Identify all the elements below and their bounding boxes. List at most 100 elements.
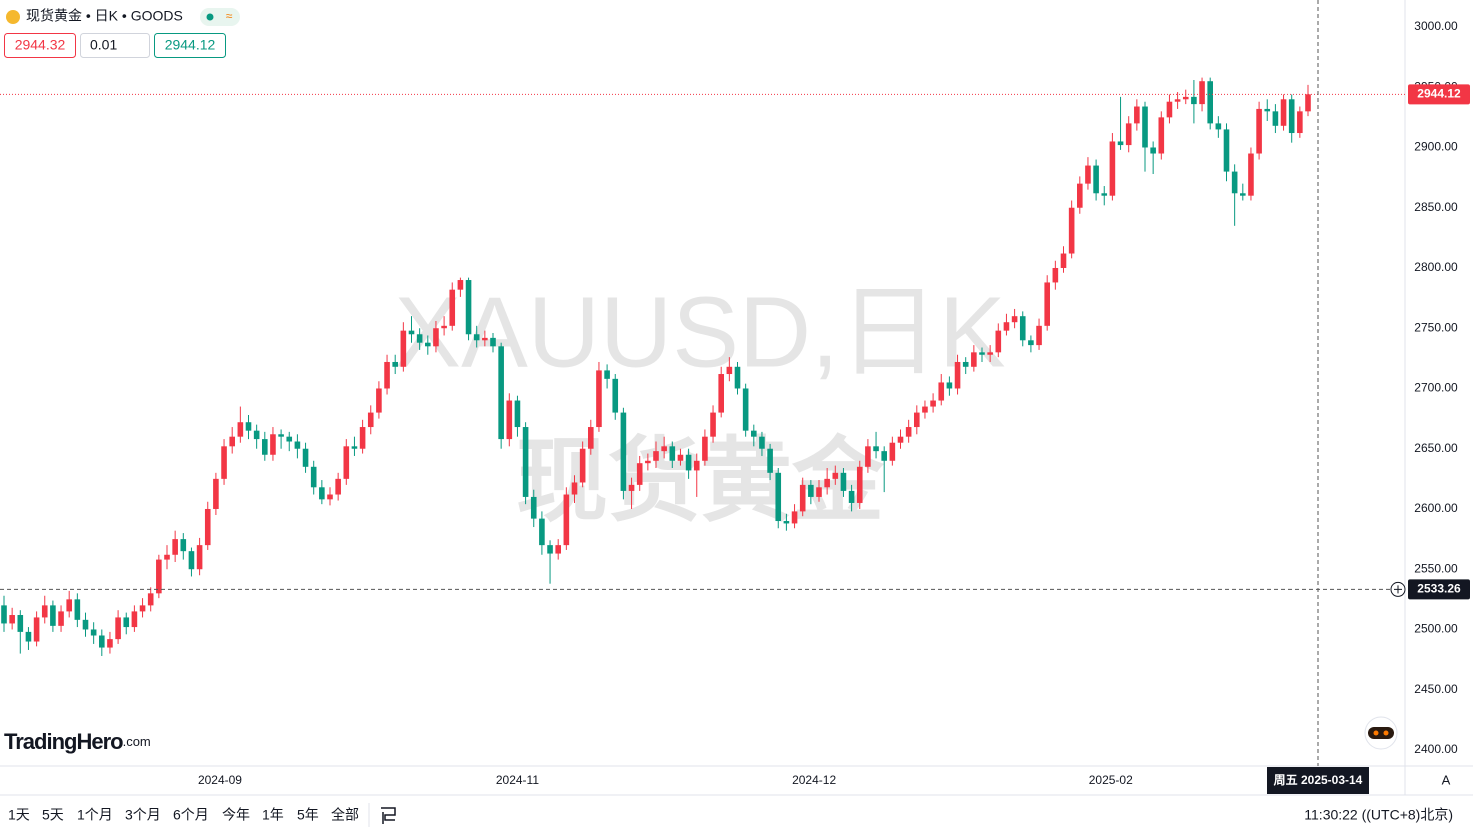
y-tick-label: 2800.00 — [1414, 260, 1458, 274]
y-tick-label: 2450.00 — [1414, 682, 1458, 696]
candle-body — [1199, 81, 1205, 105]
candle-body — [1240, 193, 1246, 196]
watermark: XAUUSD,日K — [394, 276, 1005, 388]
crosshair-add-icon — [1394, 585, 1402, 594]
candle-body — [661, 446, 667, 452]
candle-body — [1028, 340, 1034, 346]
candle-body — [856, 466, 863, 503]
candle-body — [384, 361, 390, 389]
candle-body — [954, 361, 961, 389]
candle-body — [482, 337, 488, 341]
range-button[interactable]: 今年 — [222, 807, 250, 823]
candle-body — [620, 412, 627, 491]
candle-body — [1134, 106, 1140, 124]
range-button[interactable]: 1年 — [262, 807, 284, 823]
candle-body — [441, 325, 447, 329]
range-button[interactable]: 1个月 — [77, 807, 113, 823]
candle-body — [539, 518, 545, 546]
candle-body — [229, 436, 235, 447]
candle-body — [962, 361, 969, 367]
candle-body — [751, 430, 757, 437]
candle-body — [1150, 147, 1156, 154]
candle-body — [571, 482, 578, 495]
candle-body — [196, 545, 203, 570]
candle-body — [1125, 123, 1132, 146]
candle-body — [188, 551, 195, 570]
candle-body — [490, 337, 496, 347]
candle-body — [302, 448, 309, 467]
candle-body — [930, 400, 936, 407]
candle-body — [172, 539, 178, 555]
scale-mode[interactable]: A — [1442, 772, 1451, 787]
candle-body — [905, 427, 912, 437]
candle-body — [514, 400, 521, 428]
range-button[interactable]: 6个月 — [173, 807, 209, 823]
spread-box — [80, 33, 150, 58]
candle-body — [775, 472, 782, 522]
ask: 2944.12 — [165, 37, 216, 53]
candle-body — [245, 422, 252, 431]
candle-body — [237, 422, 244, 437]
candle-body — [579, 448, 586, 483]
candle-body — [1109, 141, 1116, 196]
candle-body — [1101, 193, 1108, 196]
candle-body — [319, 487, 325, 500]
candle-body — [262, 439, 268, 455]
candle-body — [693, 460, 700, 471]
candle-body — [1044, 282, 1050, 326]
candle-body — [335, 478, 341, 495]
candle-body — [156, 559, 162, 594]
candle-body — [1223, 129, 1230, 172]
range-button[interactable]: 5天 — [42, 807, 64, 823]
candle-body — [408, 330, 415, 335]
range-button[interactable]: 3个月 — [125, 807, 161, 823]
candle-body — [588, 427, 594, 449]
candle-body — [1231, 171, 1238, 194]
assistant-eye — [1373, 730, 1379, 736]
status-icon: ≈ — [226, 9, 233, 23]
candle-body — [889, 442, 896, 461]
candle-body — [612, 378, 619, 413]
y-tick-label: 2750.00 — [1414, 320, 1458, 334]
y-tick-label: 2550.00 — [1414, 561, 1458, 575]
y-tick-label: 2400.00 — [1414, 742, 1458, 756]
range-button[interactable]: 1天 — [8, 807, 30, 823]
y-tick-label: 2900.00 — [1414, 140, 1458, 154]
candle-body — [213, 478, 219, 509]
candle-body — [50, 605, 56, 626]
y-tick-label: 2850.00 — [1414, 200, 1458, 214]
candle-body — [1215, 123, 1222, 130]
candle-body — [530, 496, 537, 519]
scale-mode-button[interactable] — [1436, 771, 1456, 791]
last-price-box — [1408, 84, 1470, 105]
candle-body — [107, 639, 113, 648]
candle-body — [41, 605, 48, 618]
plot — [1, 77, 1311, 656]
candle-body — [66, 599, 72, 612]
last-price-label: 2944.12 — [1417, 86, 1461, 100]
candle-body — [376, 388, 382, 413]
candle-body — [848, 490, 855, 503]
assistant-face — [1368, 727, 1394, 739]
candle-body — [873, 446, 879, 452]
candle-body — [359, 427, 366, 449]
candle-body — [506, 400, 513, 440]
x-tick-label: 2025-02 — [1089, 773, 1133, 787]
candle-body — [677, 454, 684, 461]
candle-body — [759, 436, 765, 449]
candle-body — [979, 352, 985, 355]
candle-body — [726, 366, 733, 375]
title: 现货黄金 • 日K • GOODS — [26, 8, 183, 24]
candle-body — [922, 406, 928, 413]
range-button[interactable]: 全部 — [331, 807, 359, 823]
candle-body — [204, 508, 211, 546]
compare-icon[interactable] — [381, 807, 396, 824]
candle-body — [563, 494, 570, 546]
candle-body — [702, 436, 708, 461]
range-button[interactable]: 5年 — [297, 807, 319, 823]
x-tick-label: 2024-09 — [198, 773, 242, 787]
candle-body — [971, 352, 977, 367]
candle-body — [547, 545, 553, 554]
candle-body — [1019, 316, 1026, 341]
